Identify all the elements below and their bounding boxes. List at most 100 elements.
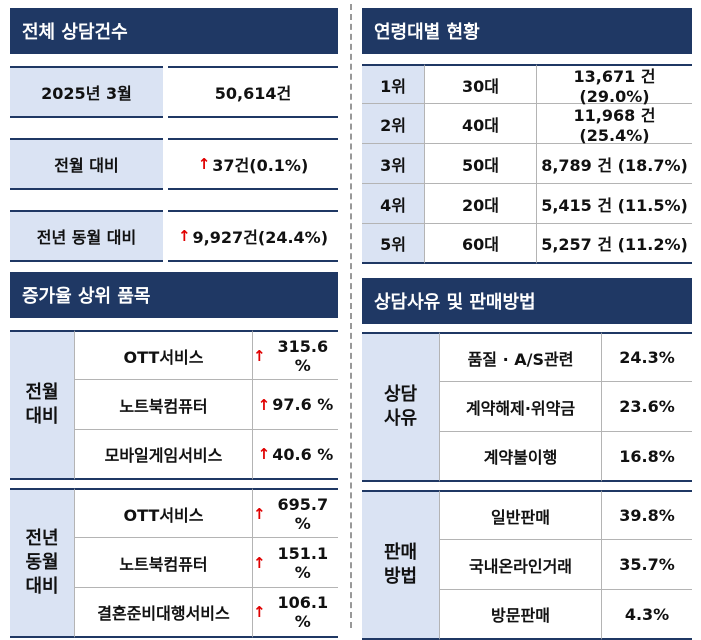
row-value-text: 50,614건	[214, 84, 292, 103]
count: 5,257 건 (11.2%)	[537, 224, 692, 264]
age: 60대	[425, 224, 537, 264]
row-value: ↑ 37건(0.1%)	[168, 138, 338, 190]
age: 40대	[425, 104, 537, 144]
row-label: 전년 동월 대비	[10, 210, 163, 262]
count-text: 5,415 건 (11.5%)	[541, 195, 688, 215]
rank: 4위	[362, 184, 425, 224]
up-arrow: ↑	[253, 504, 266, 523]
row-label-text: 2025년 3월	[41, 84, 132, 103]
count-text: 13,671 건 (29.0%)	[573, 67, 656, 106]
item-name-text: OTT서비스	[123, 505, 204, 525]
group-label-text: 전년 동월 대비	[25, 527, 59, 598]
item-name: 국내온라인거래	[440, 540, 602, 590]
item-value-text: 16.8%	[619, 446, 675, 466]
up-arrow: ↑	[257, 395, 271, 414]
count-text: 11,968 건 (25.4%)	[573, 106, 656, 145]
item-name-text: 노트북컴퓨터	[119, 396, 208, 416]
section-header: 증가율 상위 품목	[10, 272, 338, 318]
item-value: ↑ 315.6 %	[253, 330, 338, 380]
item-name-text: 계약해제·위약금	[465, 398, 576, 418]
age-text: 40대	[462, 115, 499, 135]
item-value-text: 315.6 %	[277, 336, 329, 375]
item-value-text: 151.1 %	[277, 543, 329, 582]
rank: 5위	[362, 224, 425, 264]
item-value-text: 24.3%	[619, 348, 675, 367]
item-value: 16.8%	[602, 432, 692, 482]
row-label: 2025년 3월	[10, 66, 163, 118]
age-text: 60대	[462, 235, 499, 254]
rank: 1위	[362, 64, 425, 104]
row-value: ↑ 9,927건(24.4%)	[168, 210, 338, 262]
item-name-text: 결혼준비대행서비스	[97, 604, 230, 623]
item-name-text: 방문판매	[491, 606, 550, 625]
row-label: 전월 대비	[10, 138, 163, 190]
item-name-text: 모바일게임서비스	[104, 446, 223, 465]
row-value: 50,614건	[168, 66, 338, 118]
row-label-text: 전년 동월 대비	[36, 228, 137, 247]
count-text: 8,789 건 (18.7%)	[541, 155, 688, 175]
age-text: 50대	[462, 155, 499, 175]
rank-text: 4위	[380, 195, 406, 215]
item-value-text: 4.3%	[624, 604, 670, 624]
divider	[350, 4, 352, 628]
item-value: 39.8%	[602, 490, 692, 540]
item-name: 품질 · A/S관련	[440, 332, 602, 382]
section-header: 전체 상담건수	[10, 8, 338, 54]
count: 8,789 건 (18.7%)	[537, 144, 692, 184]
item-name: 일반판매	[440, 490, 602, 540]
age: 50대	[425, 144, 537, 184]
item-value: ↑ 97.6 %	[253, 380, 338, 430]
up-arrow: ↑	[253, 603, 266, 621]
item-name-text: 국내온라인거래	[468, 556, 573, 576]
up-arrow: ↑	[197, 155, 211, 173]
item-name: OTT서비스	[75, 330, 253, 380]
age-text: 20대	[462, 195, 499, 215]
item-value-text: 23.6%	[619, 397, 675, 416]
item-value: 24.3%	[602, 332, 692, 382]
row-value-text: 37건(0.1%)	[212, 156, 309, 175]
row-value-text: 9,927건(24.4%)	[192, 228, 329, 247]
item-value-text: 35.7%	[619, 555, 675, 574]
rank-text: 2위	[380, 115, 406, 135]
item-name: 노트북컴퓨터	[75, 538, 253, 588]
row-label-text: 전월 대비	[54, 156, 119, 175]
age-text: 30대	[462, 76, 499, 96]
item-name: OTT서비스	[75, 488, 253, 538]
group-label: 전월 대비	[10, 330, 75, 480]
item-name: 모바일게임서비스	[75, 430, 253, 480]
up-arrow: ↑	[257, 445, 271, 463]
count: 13,671 건 (29.0%)	[537, 64, 692, 106]
item-name-text: 일반판매	[491, 507, 550, 527]
age: 20대	[425, 184, 537, 224]
item-name: 계약해제·위약금	[440, 382, 602, 432]
group-label: 전년 동월 대비	[10, 488, 75, 638]
count-text: 5,257 건 (11.2%)	[541, 235, 688, 254]
section-header: 연령대별 현황	[362, 8, 692, 54]
item-value: ↑ 695.7 %	[253, 488, 338, 538]
rank: 2위	[362, 104, 425, 144]
item-name-text: OTT서비스	[123, 347, 204, 367]
group-label-text: 상담 사유	[383, 383, 418, 429]
item-name: 노트북컴퓨터	[75, 380, 253, 430]
section-header-text: 상담사유 및 판매방법	[374, 292, 536, 313]
rank-text: 5위	[380, 235, 406, 254]
item-value: ↑ 151.1 %	[253, 538, 338, 588]
group-label-text: 전월 대비	[25, 381, 59, 427]
up-arrow: ↑	[253, 553, 266, 572]
item-name-text: 노트북컴퓨터	[119, 554, 208, 574]
group-label: 판매 방법	[362, 490, 440, 640]
item-value-text: 695.7 %	[277, 494, 329, 533]
item-value-text: 106.1 %	[277, 593, 329, 631]
group-label-text: 판매 방법	[383, 541, 418, 587]
age: 30대	[425, 64, 537, 104]
rank-text: 3위	[380, 155, 406, 175]
item-value: ↑ 40.6 %	[253, 430, 338, 480]
count: 11,968 건 (25.4%)	[537, 104, 692, 145]
item-value-text: 40.6 %	[272, 444, 334, 464]
item-name: 계약불이행	[440, 432, 602, 482]
item-name: 방문판매	[440, 590, 602, 640]
section-header-text: 연령대별 현황	[374, 22, 480, 43]
up-arrow: ↑	[253, 346, 266, 365]
count: 5,415 건 (11.5%)	[537, 184, 692, 224]
section-header: 상담사유 및 판매방법	[362, 278, 692, 324]
